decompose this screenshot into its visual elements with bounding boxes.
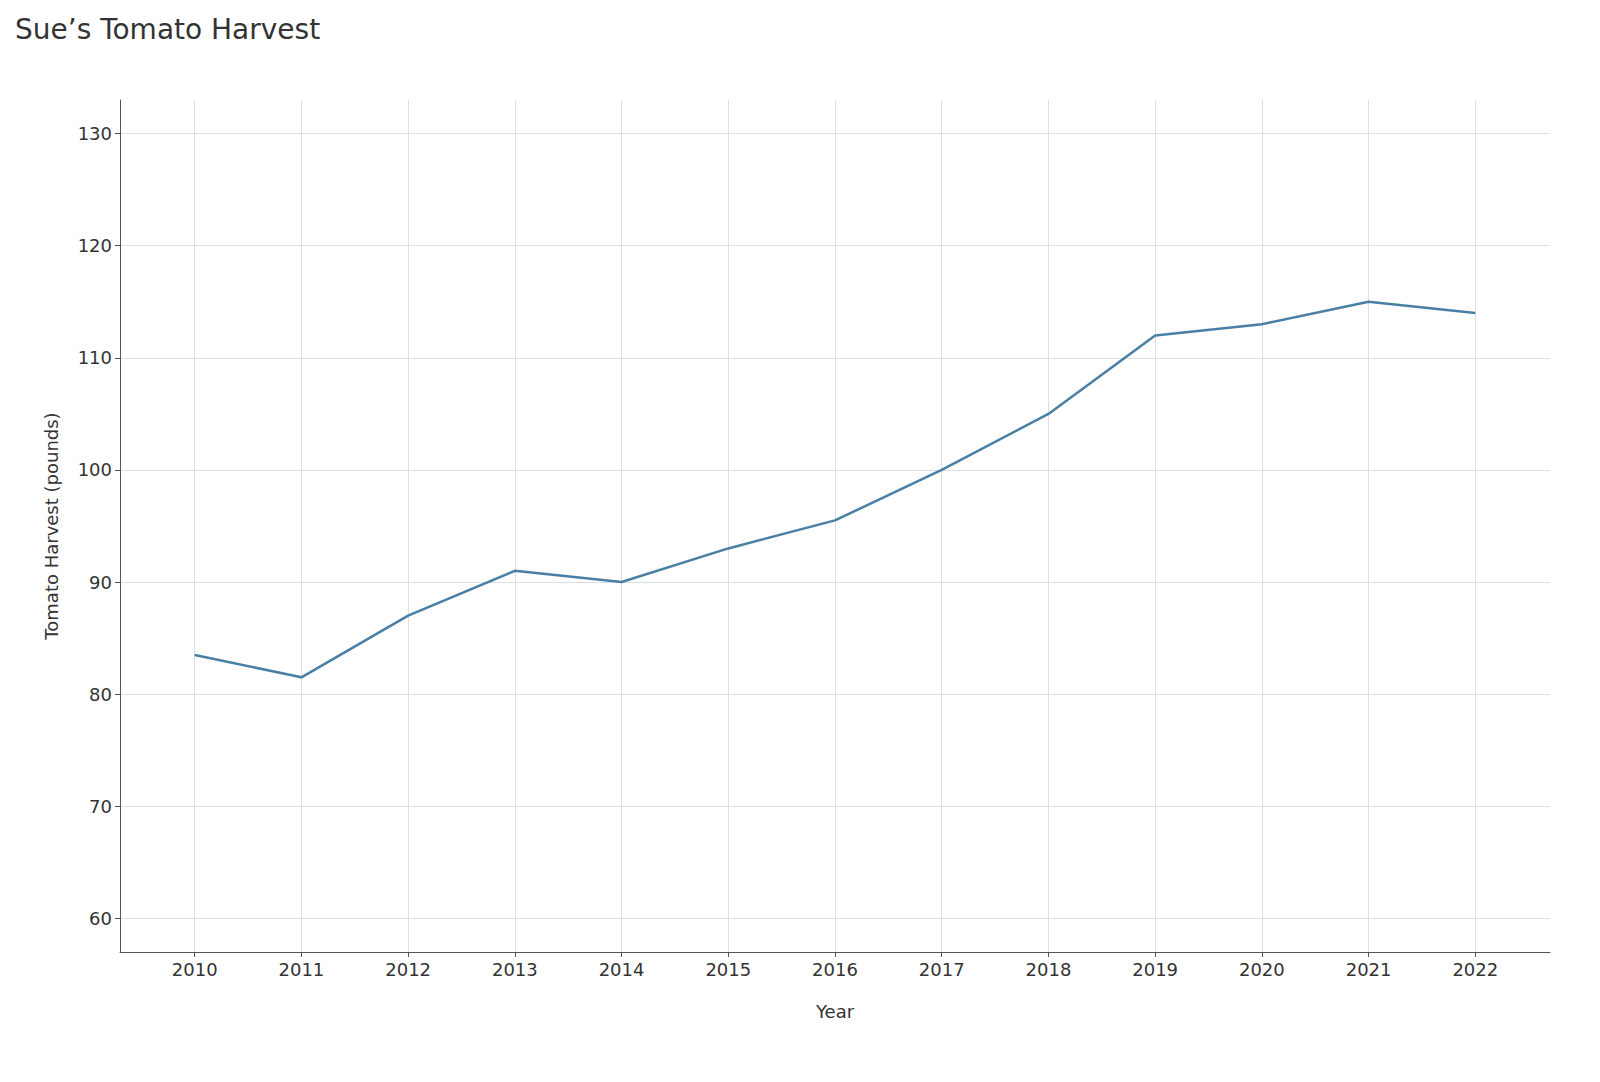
svg-text:120: 120 (78, 235, 112, 256)
svg-text:Year: Year (815, 1001, 855, 1022)
svg-text:2016: 2016 (812, 959, 858, 980)
svg-text:2012: 2012 (385, 959, 431, 980)
svg-text:100: 100 (78, 459, 112, 480)
svg-text:60: 60 (89, 908, 112, 929)
svg-text:80: 80 (89, 684, 112, 705)
svg-text:2015: 2015 (705, 959, 751, 980)
svg-text:Tomato Harvest (pounds): Tomato Harvest (pounds) (41, 412, 62, 640)
svg-text:2019: 2019 (1132, 959, 1178, 980)
svg-text:2022: 2022 (1452, 959, 1498, 980)
svg-text:130: 130 (78, 123, 112, 144)
svg-text:2011: 2011 (279, 959, 325, 980)
svg-text:90: 90 (89, 572, 112, 593)
svg-text:2010: 2010 (172, 959, 218, 980)
svg-text:2020: 2020 (1239, 959, 1285, 980)
svg-text:70: 70 (89, 796, 112, 817)
svg-text:2021: 2021 (1346, 959, 1392, 980)
svg-text:2017: 2017 (919, 959, 965, 980)
svg-text:2013: 2013 (492, 959, 538, 980)
svg-text:2014: 2014 (599, 959, 645, 980)
svg-text:110: 110 (78, 347, 112, 368)
svg-text:Sue’s Tomato Harvest: Sue’s Tomato Harvest (15, 13, 320, 46)
svg-text:2018: 2018 (1026, 959, 1072, 980)
